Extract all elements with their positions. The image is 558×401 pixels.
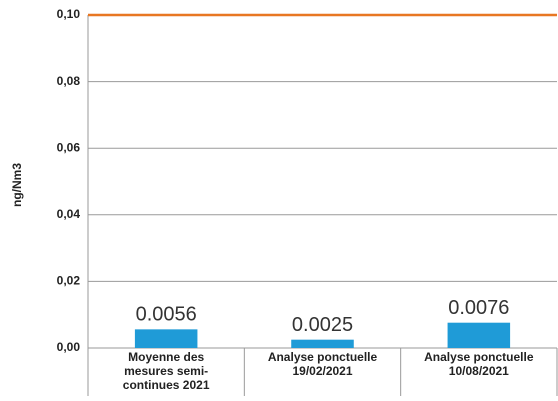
value-label: 0.0056	[136, 304, 197, 326]
y-tick-label: 0,04	[57, 207, 81, 221]
y-tick-label: 0,10	[57, 7, 81, 21]
bar	[447, 322, 511, 348]
y-tick-label: 0,06	[57, 140, 81, 154]
y-tick-label: 0,02	[57, 274, 81, 288]
y-tick-label: 0,00	[57, 340, 81, 354]
x-tick-label: Analyse ponctuelle 10/08/2021	[424, 350, 534, 378]
x-tick-label: Moyenne des mesures semi-continues 2021	[122, 350, 210, 392]
bar	[134, 329, 198, 348]
value-label: 0.0076	[448, 297, 509, 319]
y-tick-label: 0,08	[57, 74, 81, 88]
y-axis-label: ng/Nm3	[10, 163, 24, 207]
value-label: 0.0025	[292, 314, 353, 336]
bar	[291, 339, 354, 348]
x-tick-label: Analyse ponctuelle 19/02/2021	[267, 350, 378, 378]
